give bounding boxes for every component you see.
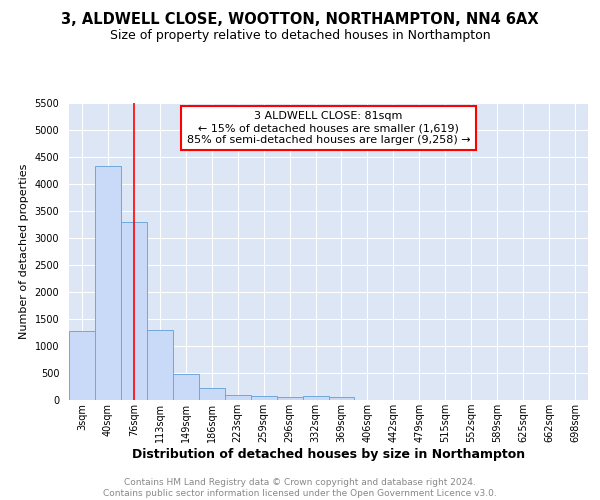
Text: 3, ALDWELL CLOSE, WOOTTON, NORTHAMPTON, NN4 6AX: 3, ALDWELL CLOSE, WOOTTON, NORTHAMPTON, … xyxy=(61,12,539,28)
Bar xyxy=(147,330,173,400)
Bar xyxy=(302,396,329,400)
Bar xyxy=(251,396,277,400)
Bar xyxy=(69,332,95,400)
Bar xyxy=(199,388,224,400)
X-axis label: Distribution of detached houses by size in Northampton: Distribution of detached houses by size … xyxy=(132,448,525,461)
Text: Size of property relative to detached houses in Northampton: Size of property relative to detached ho… xyxy=(110,29,490,42)
Text: 3 ALDWELL CLOSE: 81sqm
← 15% of detached houses are smaller (1,619)
85% of semi-: 3 ALDWELL CLOSE: 81sqm ← 15% of detached… xyxy=(187,112,470,144)
Bar xyxy=(173,374,199,400)
Y-axis label: Number of detached properties: Number of detached properties xyxy=(19,164,29,339)
Bar xyxy=(329,397,355,400)
Bar xyxy=(277,397,302,400)
Bar xyxy=(225,394,251,400)
Bar xyxy=(121,222,147,400)
Text: Contains HM Land Registry data © Crown copyright and database right 2024.
Contai: Contains HM Land Registry data © Crown c… xyxy=(103,478,497,498)
Bar xyxy=(95,166,121,400)
